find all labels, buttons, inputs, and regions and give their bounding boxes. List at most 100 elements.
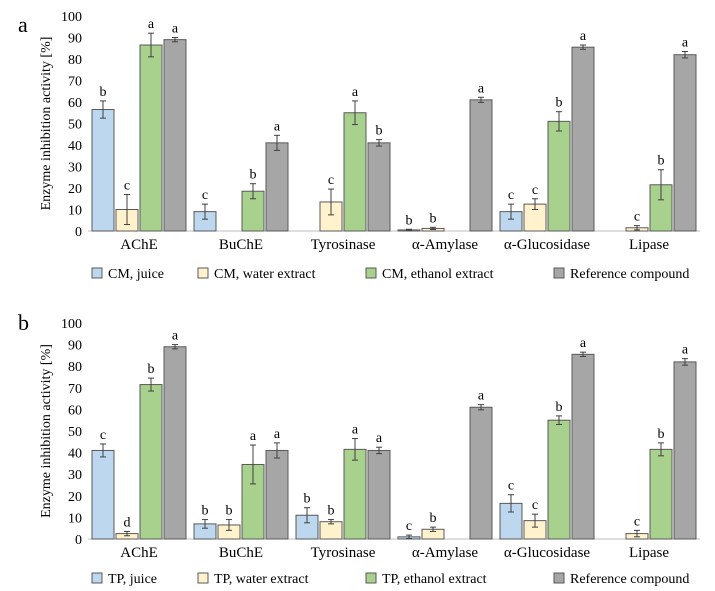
significance-letter: b	[430, 211, 437, 226]
bar	[163, 346, 187, 540]
x-tick-label: AChE	[120, 545, 158, 561]
significance-letter: a	[274, 427, 281, 442]
legend-label: CM, juice	[108, 267, 164, 282]
significance-letter: c	[124, 178, 130, 193]
significance-letter: a	[274, 119, 281, 134]
y-tick-label: 70	[68, 75, 82, 90]
legend-label: CM, ethanol extract	[382, 267, 494, 282]
significance-letter: b	[226, 504, 233, 519]
y-tick-label: 30	[68, 468, 82, 483]
legend-label: TP, juice	[108, 572, 157, 587]
panel-label: b	[18, 310, 29, 335]
y-tick-label: 40	[68, 447, 82, 462]
legend-label: Reference compound	[570, 267, 689, 282]
chart-panel-b: b Enzyme inhibition activity [%] 0 10 20 30 40…	[18, 310, 700, 587]
bar	[343, 112, 367, 232]
x-tick-label: BuChE	[219, 545, 263, 561]
legend-swatch	[197, 267, 209, 279]
significance-letter: c	[634, 210, 640, 225]
significance-letter: b	[430, 511, 437, 526]
significance-letter: a	[580, 336, 587, 351]
bar	[163, 39, 187, 232]
significance-letter: c	[202, 188, 208, 203]
y-tick-label: 40	[68, 139, 82, 154]
x-tick-label: Lipase	[629, 545, 669, 561]
significance-letter: d	[124, 515, 131, 530]
significance-letter: c	[508, 188, 514, 203]
y-tick-label: 80	[68, 53, 82, 68]
legend-label: Reference compound	[570, 572, 689, 587]
significance-letter: a	[376, 431, 383, 446]
y-axis-label: Enzyme inhibition activity [%]	[39, 344, 54, 518]
y-tick-label: 20	[68, 182, 82, 197]
legend-swatch	[91, 267, 103, 279]
significance-letter: c	[406, 519, 412, 534]
y-tick-label: 20	[68, 490, 82, 505]
significance-letter: a	[682, 35, 689, 50]
y-tick-label: 50	[68, 425, 82, 440]
legend-swatch	[197, 572, 209, 584]
significance-letter: c	[532, 498, 538, 513]
legend-swatch	[365, 267, 377, 279]
bar	[469, 99, 493, 232]
y-tick-label: 50	[68, 118, 82, 133]
significance-letter: a	[172, 22, 179, 37]
y-tick-label: 70	[68, 382, 82, 397]
significance-letter: b	[100, 85, 107, 100]
x-tick-label: α-Glucosidase	[504, 545, 591, 561]
panel-label: a	[18, 12, 28, 37]
bar	[649, 448, 673, 540]
bar	[367, 142, 391, 232]
significance-letter: c	[508, 479, 514, 494]
x-tick-label: AChE	[120, 237, 158, 253]
y-axis-label: Enzyme inhibition activity [%]	[39, 37, 54, 211]
y-tick-label: 100	[61, 317, 82, 332]
significance-letter: b	[556, 400, 563, 415]
significance-letter: a	[682, 343, 689, 358]
legend-swatch	[91, 572, 103, 584]
x-tick-label: Lipase	[629, 237, 669, 253]
bar	[469, 406, 493, 540]
bar	[91, 109, 115, 232]
x-tick-label: BuChE	[219, 237, 263, 253]
significance-letter: c	[532, 183, 538, 198]
bar	[91, 449, 115, 540]
bar	[265, 449, 289, 540]
significance-letter: b	[376, 124, 383, 139]
legend-label: CM, water extract	[214, 267, 316, 282]
x-tick-label: Tyrosinase	[311, 237, 376, 253]
significance-letter: a	[352, 423, 359, 438]
x-tick-label: α-Glucosidase	[504, 237, 591, 253]
x-tick-label: Tyrosinase	[311, 545, 376, 561]
bar	[265, 142, 289, 232]
y-tick-label: 60	[68, 96, 82, 111]
y-tick-label: 90	[68, 339, 82, 354]
significance-letter: b	[658, 154, 665, 169]
significance-letter: b	[556, 96, 563, 111]
bar	[547, 419, 571, 540]
y-tick-label: 0	[75, 225, 82, 240]
significance-letter: a	[172, 329, 179, 344]
significance-letter: b	[148, 362, 155, 377]
significance-letter: b	[328, 504, 335, 519]
y-tick-label: 80	[68, 360, 82, 375]
legend-label: TP, ethanol extract	[382, 572, 487, 587]
y-tick-label: 100	[61, 10, 82, 25]
y-tick-label: 0	[75, 533, 82, 548]
significance-letter: a	[250, 429, 257, 444]
significance-letter: a	[478, 389, 485, 404]
chart-panel-a: a Enzyme inhibition activity [%] 0 10 20 30 40…	[18, 10, 700, 282]
significance-letter: b	[406, 213, 413, 228]
significance-letter: c	[328, 173, 334, 188]
bar	[571, 46, 595, 232]
x-tick-label: α-Amylase	[412, 237, 479, 253]
legend-swatch	[553, 572, 565, 584]
bar	[547, 120, 571, 232]
bar	[139, 384, 163, 540]
y-tick-label: 90	[68, 32, 82, 47]
bar	[673, 361, 697, 540]
x-tick-label: α-Amylase	[412, 545, 479, 561]
bar	[571, 353, 595, 540]
significance-letter: a	[478, 81, 485, 96]
